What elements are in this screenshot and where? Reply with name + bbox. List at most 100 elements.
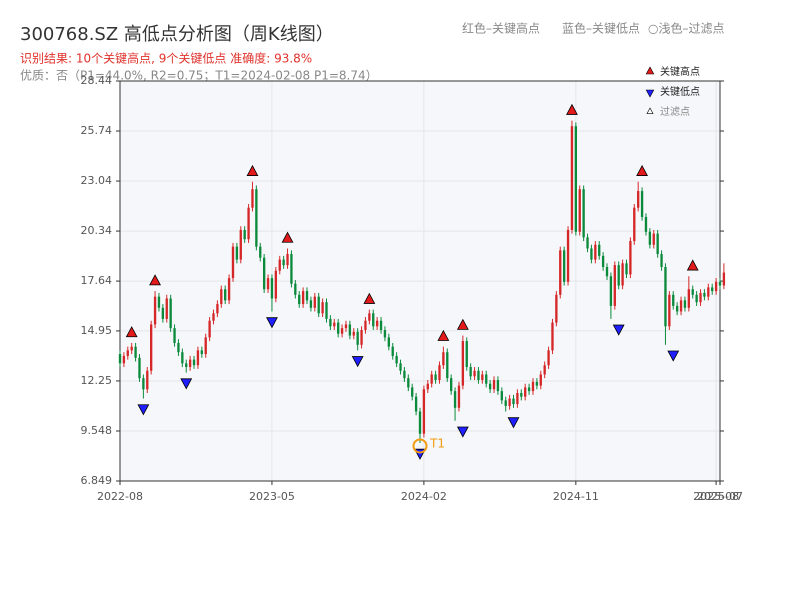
candle-body <box>504 400 507 406</box>
candle-body <box>313 296 316 308</box>
candle-body <box>496 380 500 392</box>
candle-body <box>414 396 418 412</box>
key-high-marker <box>566 103 578 115</box>
key-low-marker <box>456 426 469 438</box>
candle-body <box>695 294 698 303</box>
candle-body <box>722 272 726 286</box>
candle-body <box>372 313 375 327</box>
candle-body <box>438 365 441 381</box>
candle-body <box>364 320 367 330</box>
legend-marker <box>645 89 655 98</box>
candle-body <box>118 354 122 364</box>
candle-body <box>134 346 137 358</box>
candle-body <box>442 352 445 366</box>
candle-body <box>430 374 433 384</box>
key-low-marker <box>507 417 520 429</box>
candle-body <box>259 246 262 258</box>
y-tick-label: 17.64 <box>81 274 113 287</box>
candle-body <box>656 233 659 255</box>
x-tick-label: 2022-08 <box>97 490 143 503</box>
candle-body <box>418 411 422 434</box>
key-low-marker <box>180 378 193 390</box>
candle-body <box>235 246 239 260</box>
candle-body <box>255 189 258 247</box>
candle-body <box>192 359 196 366</box>
candle-body <box>177 342 180 353</box>
candle-body <box>539 374 542 386</box>
candle-body <box>403 370 406 379</box>
candle-body <box>130 346 133 351</box>
candle-body <box>481 374 484 381</box>
candle-body <box>703 292 706 297</box>
y-tick-label: 14.95 <box>81 324 113 337</box>
key-high-marker <box>246 164 259 176</box>
x-tick-label: 2024-02 <box>401 490 447 503</box>
candle-body <box>648 231 652 245</box>
legend-label: 关键高点 <box>660 65 700 78</box>
candle-body <box>691 289 694 295</box>
candle-body <box>687 289 690 308</box>
candle-body <box>629 241 632 275</box>
candle-body <box>664 267 667 327</box>
candle-body <box>450 378 453 392</box>
candle-body <box>317 296 320 314</box>
candle-body <box>146 370 149 390</box>
key-low-marker <box>351 356 364 368</box>
candle-body <box>216 304 219 314</box>
candle-body <box>290 254 293 284</box>
candle-body <box>601 255 605 268</box>
candle-body <box>633 207 636 242</box>
candle-body <box>368 313 371 321</box>
candle-body <box>524 387 527 397</box>
candle-body <box>239 229 242 260</box>
candle-body <box>605 267 609 277</box>
candle-body <box>196 350 200 366</box>
candle-body <box>594 244 597 260</box>
candle-body <box>699 292 702 303</box>
key-high-marker <box>456 318 469 330</box>
candle-body <box>492 380 496 390</box>
candle-body <box>652 233 655 245</box>
legend-marker <box>645 66 655 75</box>
key-low-marker <box>612 324 625 336</box>
candle-body <box>138 357 141 379</box>
y-tick-label: 23.04 <box>81 174 113 187</box>
candle-body <box>360 329 363 345</box>
chart-title: 300768.SZ 高低点分析图（周K线图） <box>20 24 334 45</box>
key-high-marker <box>363 292 376 304</box>
candle-body <box>395 355 398 364</box>
candle-body <box>434 374 437 381</box>
chart-note: 优质：否（P1=44.0%, R2=0.75；T1=2024-02-08 P1=… <box>20 69 378 83</box>
y-tick-label: 28.44 <box>81 74 113 87</box>
candle-body <box>266 278 270 290</box>
candle-body <box>488 383 492 390</box>
candle-body <box>309 300 313 308</box>
key-low-marker <box>667 350 680 362</box>
candle-body <box>274 270 278 299</box>
candle-body <box>321 302 324 314</box>
candle-body <box>485 374 488 384</box>
candle-body <box>298 294 301 305</box>
candle-body <box>672 294 675 306</box>
candle-body <box>477 370 480 381</box>
legend-label: 过滤点 <box>660 105 690 118</box>
candle-body <box>352 331 355 336</box>
candle-body <box>469 367 472 377</box>
candle-body <box>555 294 558 323</box>
candle-body <box>282 259 285 266</box>
t1-marker <box>412 438 428 454</box>
candle-body <box>337 322 340 334</box>
candle-body <box>391 346 394 356</box>
candle-body <box>707 287 710 297</box>
y-tick-label: 12.25 <box>81 374 113 387</box>
header-legend: ○浅色–过滤点 <box>648 22 724 36</box>
candle-body <box>426 383 429 390</box>
x-tick-label: 2025-08 <box>693 490 739 503</box>
candle-body <box>161 307 165 319</box>
candle-body <box>516 392 519 405</box>
candle-body <box>286 254 289 266</box>
candle-body <box>683 300 687 308</box>
candle-body <box>718 281 722 286</box>
candle-body <box>411 387 414 397</box>
key-high-marker <box>281 231 294 243</box>
